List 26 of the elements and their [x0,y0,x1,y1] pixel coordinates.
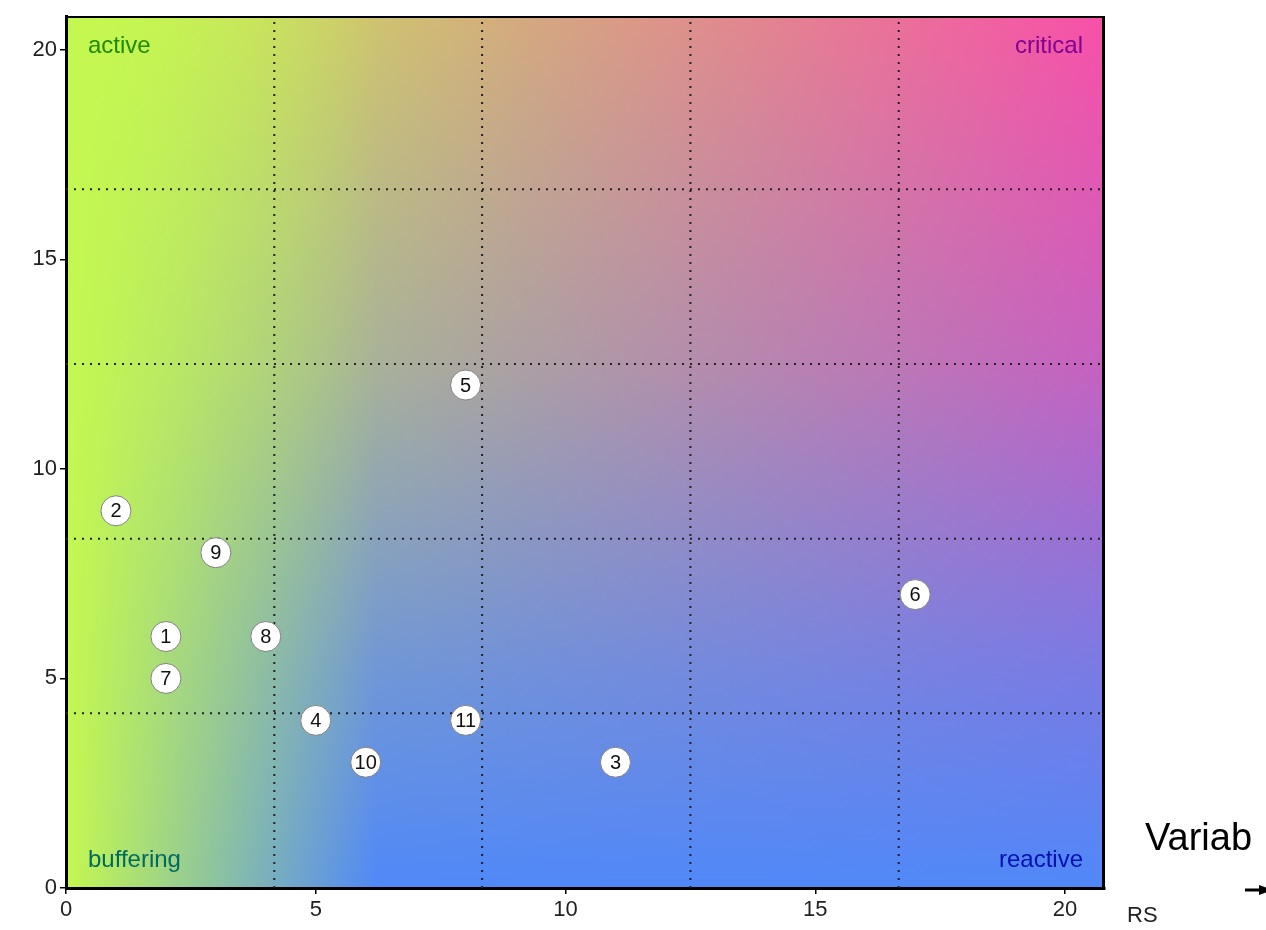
annotation: 8 [260,625,272,648]
x-axis-title: RS [1127,902,1158,928]
annotation: 3 [609,750,622,773]
annotation: 7 [160,666,172,689]
annotation: 9 [210,541,222,564]
annotation: 6 [909,583,921,606]
annotation: buffering [88,844,181,872]
y-tick-label: 15 [32,245,57,271]
y-tick-label: 5 [44,664,57,690]
x-tick-label: 15 [803,896,828,922]
annotation: 1 [160,625,172,648]
text: Variab [1145,816,1253,859]
annotation: 10 [354,750,377,773]
x-tick-label: 5 [309,896,322,922]
annotation: active [88,30,151,58]
annotation: 4 [310,708,322,731]
y-tick-label: 0 [44,874,57,900]
annotation: 5 [460,373,472,396]
y-tick-label: 10 [32,454,57,480]
x-tick-label: 20 [1052,896,1078,922]
annotation: critical [1014,30,1083,58]
annotation: 11 [455,708,476,731]
x-tick-label: 10 [553,896,578,922]
annotation: reactive [998,844,1083,872]
annotation: 2 [110,499,122,522]
y-tick-label: 20 [32,35,57,61]
